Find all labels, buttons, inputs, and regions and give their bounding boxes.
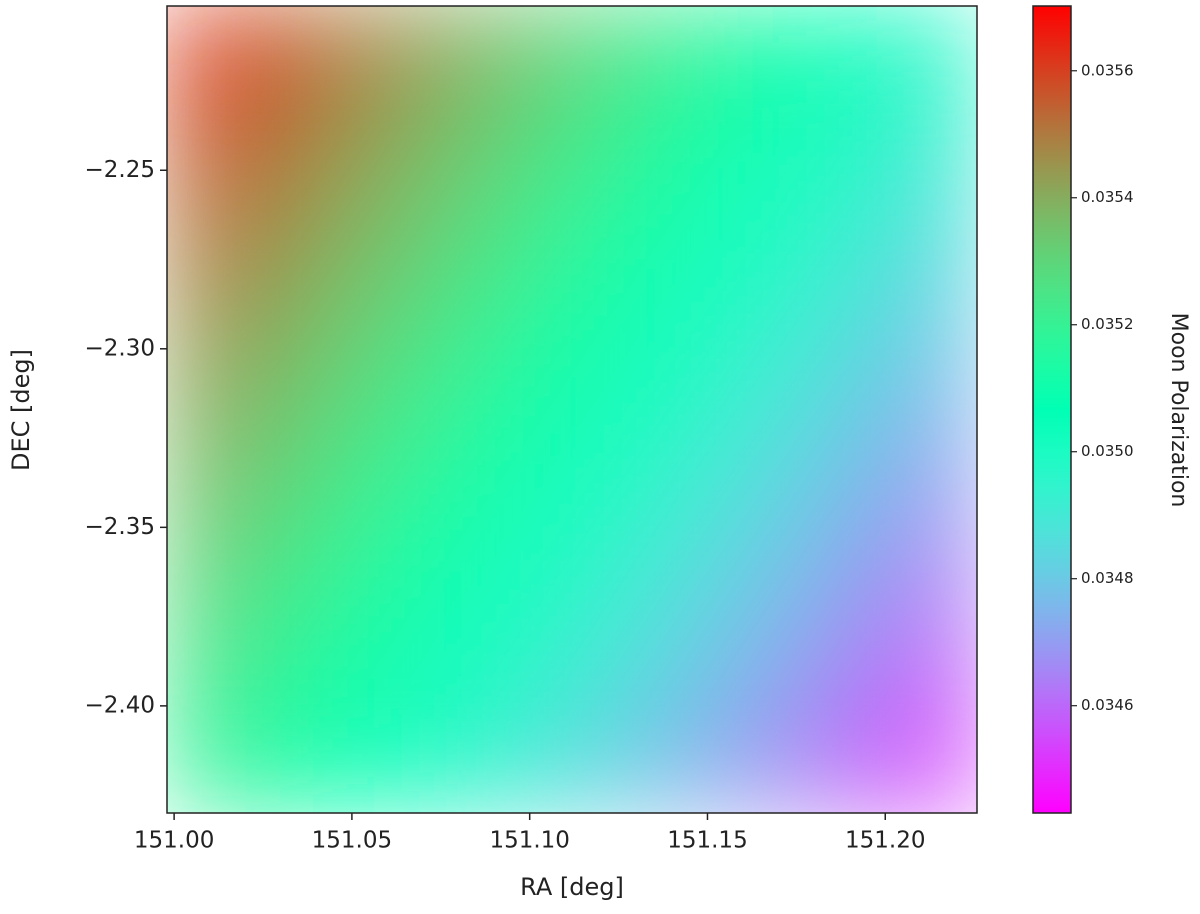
x-tick-label: 151.00 bbox=[134, 828, 214, 854]
heat-cell bbox=[572, 510, 674, 612]
x-tick-label: 151.15 bbox=[667, 828, 747, 854]
heat-cell bbox=[167, 409, 269, 511]
heat-cell bbox=[369, 409, 472, 511]
heat-cell bbox=[470, 207, 573, 310]
y-tick-label: −2.25 bbox=[85, 157, 155, 183]
heat-cell bbox=[369, 308, 472, 410]
heat-cell bbox=[572, 611, 674, 713]
heat-cell bbox=[673, 409, 775, 511]
x-axis-label: RA [deg] bbox=[520, 873, 624, 901]
heat-cell bbox=[875, 611, 977, 713]
y-tick-label: −2.30 bbox=[85, 335, 155, 361]
heat-cell bbox=[572, 409, 674, 511]
heat-cell bbox=[673, 6, 775, 108]
heat-cell bbox=[673, 106, 775, 209]
heat-cell bbox=[774, 106, 877, 209]
heat-cell bbox=[470, 611, 573, 713]
heat-cell bbox=[875, 409, 977, 511]
heat-cell bbox=[470, 712, 573, 813]
heat-cell bbox=[268, 712, 370, 813]
heat-cell bbox=[774, 712, 877, 813]
colorbar-tick-label: 0.0356 bbox=[1081, 61, 1134, 79]
colorbar-tick-label: 0.0352 bbox=[1081, 315, 1134, 333]
heat-cell bbox=[369, 510, 472, 612]
heat-cell bbox=[774, 510, 877, 612]
heatmap bbox=[167, 6, 977, 813]
heat-cell bbox=[167, 712, 269, 813]
heat-cell bbox=[268, 6, 370, 108]
heat-cell bbox=[875, 106, 977, 209]
heat-cell bbox=[875, 207, 977, 310]
heat-cell bbox=[673, 611, 775, 713]
heat-cell bbox=[673, 308, 775, 410]
heat-cell bbox=[167, 611, 269, 713]
heat-cell bbox=[774, 207, 877, 310]
x-tick-label: 151.10 bbox=[489, 828, 569, 854]
heat-cell bbox=[369, 6, 472, 108]
heat-cell bbox=[673, 207, 775, 310]
heat-cell bbox=[470, 6, 573, 108]
heat-cell bbox=[268, 510, 370, 612]
colorbar-tick-label: 0.0350 bbox=[1081, 442, 1134, 460]
heat-cell bbox=[875, 510, 977, 612]
colorbar-tick-label: 0.0354 bbox=[1081, 188, 1134, 206]
heat-cell bbox=[268, 106, 370, 209]
heat-cell bbox=[268, 308, 370, 410]
heat-cell bbox=[774, 409, 877, 511]
heat-cell bbox=[875, 6, 977, 108]
heat-cell bbox=[875, 308, 977, 410]
heat-cell bbox=[167, 106, 269, 209]
heat-cell bbox=[470, 106, 573, 209]
plot-frame bbox=[166, 5, 978, 814]
heat-cell bbox=[268, 409, 370, 511]
colorbar bbox=[1032, 5, 1072, 814]
heat-cell bbox=[167, 308, 269, 410]
heat-cell bbox=[369, 106, 472, 209]
heat-cell bbox=[673, 510, 775, 612]
heat-cell bbox=[572, 712, 674, 813]
x-tick-label: 151.20 bbox=[845, 828, 925, 854]
y-tick-label: −2.35 bbox=[85, 514, 155, 540]
heat-cell bbox=[470, 409, 573, 511]
heat-cell bbox=[774, 308, 877, 410]
heat-cell bbox=[470, 308, 573, 410]
y-axis-label: DEC [deg] bbox=[7, 349, 35, 471]
heat-cell bbox=[572, 6, 674, 108]
heat-cell bbox=[369, 207, 472, 310]
heat-cell bbox=[369, 611, 472, 713]
heat-cell bbox=[167, 510, 269, 612]
heat-cell bbox=[369, 712, 472, 813]
heat-cell bbox=[572, 106, 674, 209]
heat-cell bbox=[572, 308, 674, 410]
heat-cell bbox=[470, 510, 573, 612]
colorbar-tick-label: 0.0346 bbox=[1081, 696, 1134, 714]
heat-cell bbox=[673, 712, 775, 813]
colorbar-tick-label: 0.0348 bbox=[1081, 569, 1134, 587]
x-tick-label: 151.05 bbox=[312, 828, 392, 854]
heat-cell bbox=[572, 207, 674, 310]
heat-cell bbox=[774, 6, 877, 108]
heat-cell bbox=[875, 712, 977, 813]
heat-cell bbox=[167, 6, 269, 108]
heat-cell bbox=[167, 207, 269, 310]
heat-cell bbox=[268, 611, 370, 713]
heat-cell bbox=[774, 611, 877, 713]
colorbar-label: Moon Polarization bbox=[1166, 313, 1191, 508]
heat-cell bbox=[268, 207, 370, 310]
y-tick-label: −2.40 bbox=[85, 692, 155, 718]
